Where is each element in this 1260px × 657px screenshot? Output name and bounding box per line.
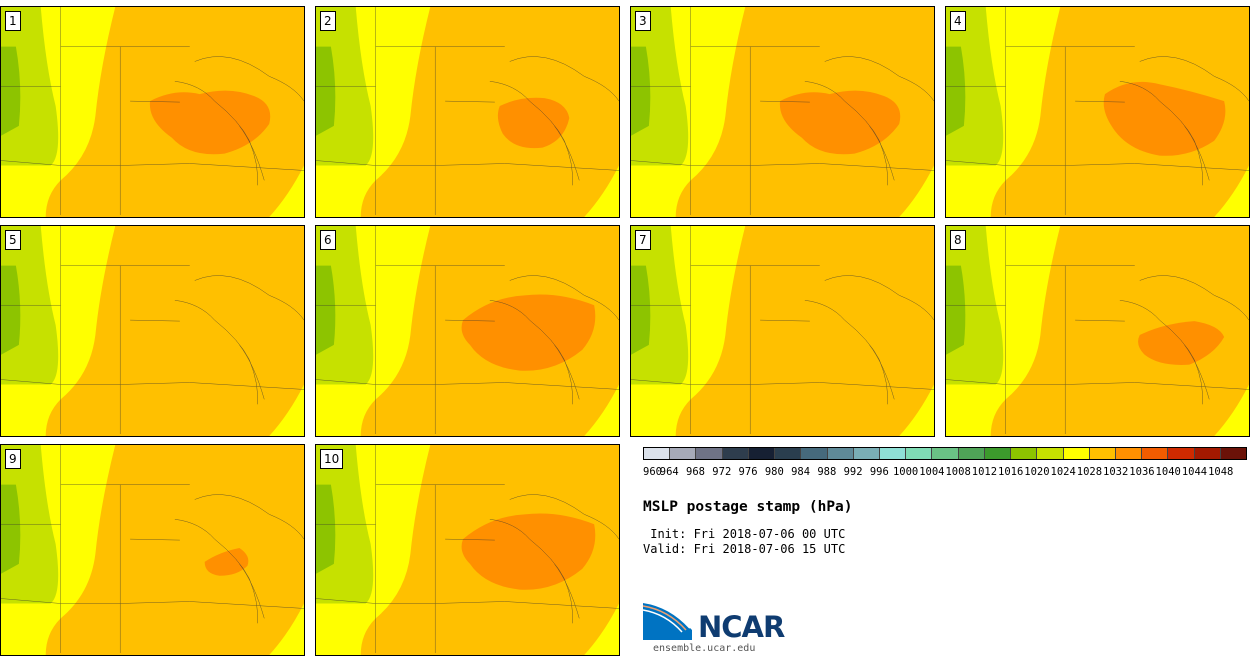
postage-stamp-panel: 6 (315, 225, 620, 437)
colorbar-tick-label: 1012 (971, 466, 998, 478)
postage-stamp-panel: 9 (0, 444, 305, 656)
pressure-map (631, 226, 934, 436)
colorbar-swatch (1037, 448, 1064, 459)
valid-time: Valid: Fri 2018-07-06 15 UTC (643, 542, 846, 556)
pressure-map (946, 7, 1249, 217)
colorbar-tick-label: 968 (686, 466, 705, 478)
postage-stamp-panel: 4 (945, 6, 1250, 218)
logo-text: NCAR (698, 610, 785, 644)
colorbar-swatch (853, 448, 880, 459)
init-time: Init: Fri 2018-07-06 00 UTC (643, 527, 846, 541)
pressure-map (316, 7, 619, 217)
colorbar (643, 447, 1247, 460)
colorbar-tick-label: 1020 (1024, 466, 1050, 478)
member-number-label: 10 (320, 449, 344, 469)
colorbar-swatch (1115, 448, 1143, 459)
member-number-label: 3 (635, 11, 651, 31)
colorbar-swatch (1089, 448, 1116, 459)
postage-stamp-panel: 1 (0, 6, 305, 218)
colorbar-tick-label: 964 (659, 466, 679, 478)
colorbar-tick-label: 988 (817, 466, 837, 478)
colorbar-tick-label: 1032 (1103, 466, 1129, 478)
colorbar-swatch (932, 448, 959, 459)
member-number-label: 4 (950, 11, 966, 31)
ncar-logo-icon (642, 601, 692, 640)
colorbar-tick-label: 1028 (1076, 466, 1103, 478)
colorbar-tick-label: 992 (843, 466, 863, 478)
pressure-map (316, 445, 619, 655)
colorbar-tick-labels: 960 964 968 972 976 980 984 988 992 996 1000 1004 10… (643, 466, 1247, 480)
colorbar-swatch (1011, 448, 1038, 459)
member-number-label: 2 (320, 11, 336, 31)
colorbar-swatch (1063, 448, 1090, 459)
member-number-label: 8 (950, 230, 966, 250)
logo-url: ensemble.ucar.edu (653, 643, 756, 654)
member-number-label: 7 (635, 230, 651, 250)
colorbar-swatch (879, 448, 907, 459)
colorbar-tick-label: 1048 (1208, 466, 1234, 478)
colorbar-tick-label: 1036 (1129, 466, 1155, 478)
postage-stamp-panel: 3 (630, 6, 935, 218)
colorbar-swatch (1168, 448, 1195, 459)
colorbar-swatch (775, 448, 802, 459)
member-number-label: 5 (5, 230, 21, 250)
colorbar-swatch (644, 448, 671, 459)
colorbar-swatch (696, 448, 723, 459)
colorbar-swatch (984, 448, 1012, 459)
colorbar-tick-label: 1016 (997, 466, 1024, 478)
colorbar-swatch (670, 448, 697, 459)
postage-stamp-panel: 10 (315, 444, 620, 656)
postage-stamp-panel: 7 (630, 225, 935, 437)
colorbar-tick-label: 1044 (1181, 466, 1208, 478)
pressure-map (946, 226, 1249, 436)
postage-stamp-panel: 5 (0, 225, 305, 437)
postage-stamp-panel: 8 (945, 225, 1250, 437)
colorbar-swatch (958, 448, 985, 459)
colorbar-swatch (722, 448, 749, 459)
colorbar-tick-label: 996 (869, 466, 889, 478)
colorbar-tick-label: 980 (764, 466, 784, 478)
pressure-map (1, 7, 304, 217)
colorbar-tick-label: 972 (712, 466, 732, 478)
colorbar-tick-label: 1040 (1155, 466, 1181, 478)
colorbar-tick-label: 1024 (1050, 466, 1076, 478)
pressure-map (1, 226, 304, 436)
colorbar-swatch (801, 448, 828, 459)
colorbar-swatch (1142, 448, 1169, 459)
colorbar-swatch (1194, 448, 1221, 459)
colorbar-swatch (1220, 448, 1247, 459)
postage-stamp-panel: 2 (315, 6, 620, 218)
colorbar-swatch (748, 448, 776, 459)
member-number-label: 9 (5, 449, 21, 469)
pressure-map (1, 445, 304, 655)
chart-title: MSLP postage stamp (hPa) (643, 499, 853, 515)
colorbar-swatch (906, 448, 933, 459)
colorbar-tick-label: 1008 (945, 466, 971, 478)
colorbar-tick-label: 1004 (919, 466, 945, 478)
colorbar-tick-label: 960 (643, 466, 662, 478)
colorbar-tick-label: 984 (791, 466, 811, 478)
pressure-map (316, 226, 619, 436)
colorbar-swatch (827, 448, 854, 459)
colorbar-tick-label: 976 (738, 466, 758, 478)
member-number-label: 1 (5, 11, 21, 31)
pressure-map (631, 7, 934, 217)
colorbar-tick-label: 1000 (892, 466, 919, 478)
member-number-label: 6 (320, 230, 336, 250)
